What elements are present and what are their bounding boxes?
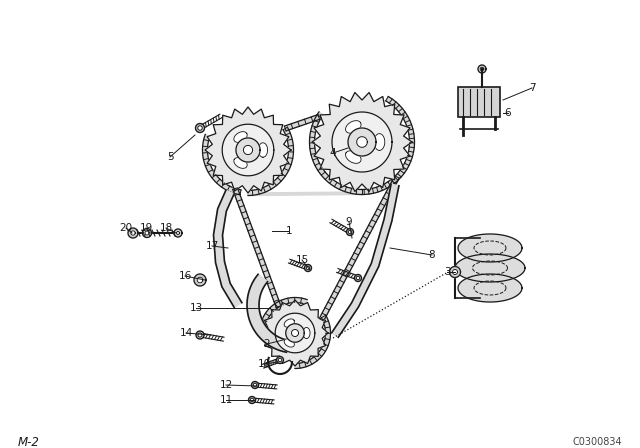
Polygon shape: [205, 107, 291, 193]
Text: 4: 4: [330, 148, 336, 158]
Polygon shape: [458, 234, 522, 262]
Circle shape: [276, 357, 284, 363]
Polygon shape: [452, 270, 458, 275]
Polygon shape: [295, 315, 330, 369]
Text: 5: 5: [166, 152, 173, 162]
Polygon shape: [259, 297, 307, 333]
Polygon shape: [348, 128, 376, 156]
Polygon shape: [143, 228, 152, 237]
Text: 1: 1: [285, 226, 292, 236]
Polygon shape: [284, 339, 294, 347]
Text: M-2: M-2: [18, 435, 40, 448]
Polygon shape: [478, 65, 486, 73]
Polygon shape: [356, 137, 367, 147]
Polygon shape: [332, 112, 392, 172]
Polygon shape: [214, 190, 242, 307]
Polygon shape: [236, 138, 260, 162]
Polygon shape: [284, 319, 294, 327]
Circle shape: [348, 230, 352, 234]
Text: 6: 6: [505, 108, 511, 118]
Text: 9: 9: [346, 217, 352, 227]
Text: 7: 7: [529, 83, 535, 93]
Text: 17: 17: [205, 241, 219, 251]
FancyBboxPatch shape: [458, 87, 500, 117]
Polygon shape: [284, 115, 319, 131]
Polygon shape: [310, 112, 362, 194]
Circle shape: [198, 333, 202, 337]
Polygon shape: [145, 231, 149, 235]
Polygon shape: [174, 229, 182, 237]
Polygon shape: [262, 300, 328, 366]
Circle shape: [278, 358, 282, 362]
Polygon shape: [346, 151, 361, 164]
Text: 13: 13: [189, 303, 203, 313]
Circle shape: [196, 331, 204, 339]
Polygon shape: [449, 267, 461, 277]
Text: 8: 8: [429, 250, 435, 260]
Polygon shape: [177, 232, 179, 234]
Circle shape: [248, 396, 255, 404]
Polygon shape: [319, 176, 399, 321]
Polygon shape: [362, 96, 415, 194]
Circle shape: [195, 124, 205, 133]
Text: 20: 20: [120, 223, 132, 233]
Circle shape: [253, 383, 257, 387]
Polygon shape: [455, 254, 525, 282]
Polygon shape: [202, 134, 241, 195]
Polygon shape: [312, 92, 412, 191]
Text: 11: 11: [220, 395, 232, 405]
Polygon shape: [346, 121, 361, 133]
Text: 2: 2: [264, 339, 270, 349]
Polygon shape: [458, 274, 522, 302]
Polygon shape: [222, 124, 274, 176]
Text: 16: 16: [179, 271, 191, 281]
Polygon shape: [197, 277, 203, 283]
Polygon shape: [234, 132, 247, 142]
Polygon shape: [275, 313, 315, 353]
Polygon shape: [247, 274, 289, 352]
Text: 18: 18: [159, 223, 173, 233]
Text: 3: 3: [444, 267, 451, 277]
Circle shape: [346, 228, 353, 236]
Circle shape: [250, 398, 253, 402]
Circle shape: [355, 275, 362, 281]
Polygon shape: [374, 134, 385, 151]
Polygon shape: [234, 158, 247, 168]
Circle shape: [356, 276, 360, 280]
Polygon shape: [291, 329, 298, 336]
Text: 19: 19: [140, 223, 152, 233]
Text: C0300834: C0300834: [572, 437, 622, 447]
Polygon shape: [286, 324, 304, 342]
Polygon shape: [248, 192, 362, 195]
Text: 10: 10: [257, 359, 271, 369]
Polygon shape: [332, 184, 399, 337]
Polygon shape: [480, 67, 484, 71]
Polygon shape: [194, 274, 206, 286]
Text: 12: 12: [220, 380, 232, 390]
Text: 15: 15: [296, 255, 308, 265]
Polygon shape: [259, 143, 268, 157]
Polygon shape: [248, 127, 294, 195]
Circle shape: [307, 266, 310, 270]
Text: 14: 14: [179, 328, 193, 338]
Polygon shape: [243, 146, 253, 155]
Polygon shape: [233, 188, 281, 307]
Polygon shape: [128, 228, 138, 238]
Circle shape: [198, 126, 202, 130]
Circle shape: [305, 264, 312, 271]
Polygon shape: [131, 231, 135, 235]
Polygon shape: [303, 327, 310, 339]
Circle shape: [252, 382, 259, 388]
